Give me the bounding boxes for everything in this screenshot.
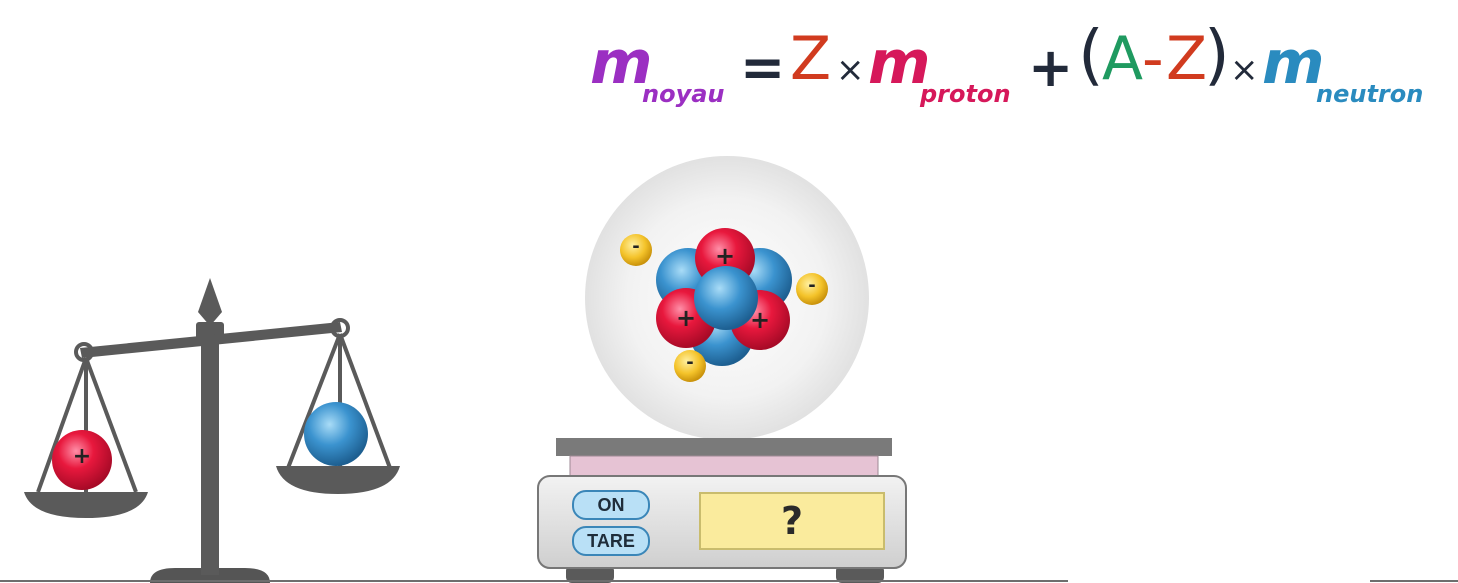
formula-times-1: × (836, 50, 865, 90)
formula-open-paren: ( (1078, 16, 1104, 93)
formula-m-noyau: m (590, 28, 653, 98)
atom-icon (585, 156, 869, 440)
formula-m-proton: m (868, 28, 931, 98)
formula-sub-noyau: noyau (642, 80, 725, 108)
formula-plus: + (1028, 36, 1074, 99)
scale-display: ? (699, 492, 885, 550)
formula-sub-proton: proton (920, 80, 1011, 108)
tare-button[interactable]: TARE (572, 526, 650, 556)
formula-Z: Z (790, 24, 832, 94)
formula-close-paren: ) (1204, 16, 1230, 93)
neutron-icon (304, 402, 368, 466)
electron-sign-1: - (632, 236, 640, 257)
proton-icon (52, 430, 112, 490)
formula-sub-neutron: neutron (1316, 80, 1424, 108)
formula-A: A (1102, 24, 1144, 94)
atom-proton-sign-left: + (675, 304, 697, 332)
formula-times-2: × (1230, 50, 1259, 90)
electron-sign-3: - (686, 352, 694, 373)
balance-icon (36, 278, 392, 583)
on-button[interactable]: ON (572, 490, 650, 520)
left-proton-sign: + (72, 444, 92, 469)
atom-proton-sign-right: + (749, 306, 771, 334)
electron-sign-2: - (808, 275, 816, 296)
atom-proton-sign-top: + (714, 242, 736, 270)
formula-Z-2: Z (1166, 24, 1208, 94)
formula-m-neutron: m (1262, 28, 1325, 98)
nucleus-mass-formula: m noyau = Z × m proton + ( A - Z ) × m n… (590, 16, 1450, 128)
formula-equals: = (740, 36, 786, 99)
formula-minus: - (1142, 24, 1164, 94)
